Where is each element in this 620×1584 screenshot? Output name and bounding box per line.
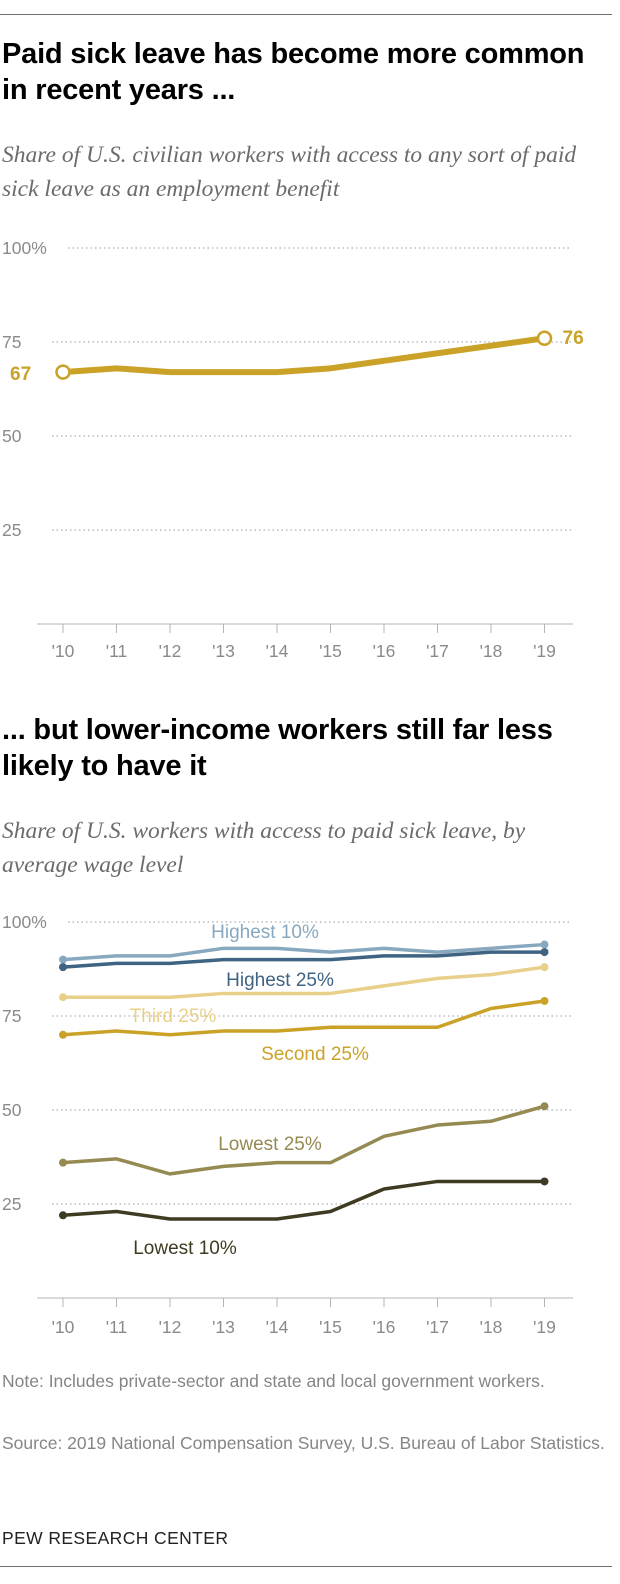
chart2-series-line	[61, 965, 547, 999]
chart2-series-start-dot	[59, 1030, 67, 1039]
chart1-ytick-label: 75	[2, 332, 21, 352]
chart1-ytick-label: 100%	[2, 238, 47, 258]
chart1-svg: 100% 75 50 25 '10 '11 '12 '13 '14 '15 '16 '17 '18 '19…	[2, 238, 584, 661]
chart1-end-value-label: 76	[563, 328, 584, 349]
chart2-xtick-label: '10	[52, 1317, 75, 1337]
chart1-xtick-label: '19	[533, 641, 556, 661]
chart2-xtick-label: '12	[159, 1317, 182, 1337]
chart2-xtick-label: '19	[533, 1317, 556, 1337]
chart1-ytick-label: 50	[2, 426, 22, 446]
chart2-series-line	[61, 999, 547, 1037]
chart2-series-line	[61, 1104, 547, 1176]
footer-source: Source: 2019 National Compensation Surve…	[2, 1433, 605, 1453]
footer-brand: PEW RESEARCH CENTER	[2, 1528, 229, 1548]
chart1-ytick-label: 25	[2, 520, 21, 540]
chart2-xtick-label: '11	[106, 1317, 128, 1337]
chart2-xtick-label: '16	[373, 1317, 396, 1337]
chart2-series-end-dot	[540, 1102, 549, 1111]
footer-note: Note: Includes private-sector and state …	[2, 1371, 545, 1391]
chart2-series-label: Second 25%	[261, 1044, 369, 1065]
chart2-xtick-label: '17	[426, 1317, 449, 1337]
chart2-ytick-label: 25	[2, 1194, 21, 1214]
chart2-series-label: Highest 25%	[226, 970, 334, 991]
chart2-series-line	[61, 942, 547, 962]
chart2-series-start-dot	[59, 1211, 67, 1220]
chart1-xtick-label: '12	[159, 641, 182, 661]
chart1-xtick-label: '18	[480, 641, 503, 661]
chart2-series-label: Lowest 25%	[218, 1134, 322, 1155]
bottom-rule	[0, 1566, 612, 1567]
chart2-series-end-dot	[540, 1177, 549, 1186]
chart1-xtick-label: '17	[426, 641, 449, 661]
chart2-series-line	[61, 1179, 547, 1221]
chart2-series-label: Highest 10%	[211, 922, 319, 943]
chart1-xtick-label: '16	[373, 641, 396, 661]
chart2-series-start-dot	[59, 963, 67, 972]
chart2-series-end-dot	[540, 948, 549, 957]
chart1-xtick-label: '10	[52, 641, 75, 661]
chart2-ytick-label: 100%	[2, 912, 47, 932]
chart1-xtick-label: '13	[212, 641, 235, 661]
chart2-series-start-dot	[59, 955, 67, 964]
chart1-end-point	[536, 330, 553, 346]
chart2-series-start-dot	[59, 1158, 67, 1167]
chart2-series-label: Lowest 10%	[133, 1238, 237, 1259]
chart1-xtick-label: '15	[319, 641, 342, 661]
chart2-series-end-dot	[540, 963, 549, 972]
chart1-xtick-label: '11	[106, 641, 128, 661]
chart2-xtick-label: '13	[212, 1317, 235, 1337]
top-rule	[0, 14, 612, 15]
chart1-subtitle: Share of U.S. civilian workers with acce…	[2, 142, 577, 202]
chart2-subtitle: Share of U.S. workers with access to pai…	[2, 818, 526, 878]
chart2-series-label: Third 25%	[130, 1006, 217, 1027]
chart2-xtick-label: '14	[266, 1317, 289, 1337]
chart2-series-start-dot	[59, 993, 67, 1002]
chart2-ytick-label: 75	[2, 1006, 21, 1026]
chart2-ytick-label: 50	[2, 1100, 22, 1120]
chart1-title: Paid sick leave has become more common i…	[2, 38, 585, 106]
chart2-title: ... but lower-income workers still far l…	[2, 714, 553, 782]
chart2-series-line	[61, 950, 547, 969]
chart1-start-value-label: 67	[10, 364, 31, 385]
chart2-svg: 100% 75 50 25 '10 '11 '12 '13 '14 '15 '16 '17 '18 '19…	[2, 912, 573, 1337]
chart1-series-line	[60, 335, 548, 376]
chart2-series-end-dot	[540, 940, 549, 949]
chart2-series-end-dot	[540, 996, 549, 1005]
chart1-start-point	[55, 364, 71, 380]
chart1-xtick-label: '14	[266, 641, 289, 661]
chart2-xtick-label: '18	[480, 1317, 503, 1337]
chart2-xtick-label: '15	[319, 1317, 342, 1337]
